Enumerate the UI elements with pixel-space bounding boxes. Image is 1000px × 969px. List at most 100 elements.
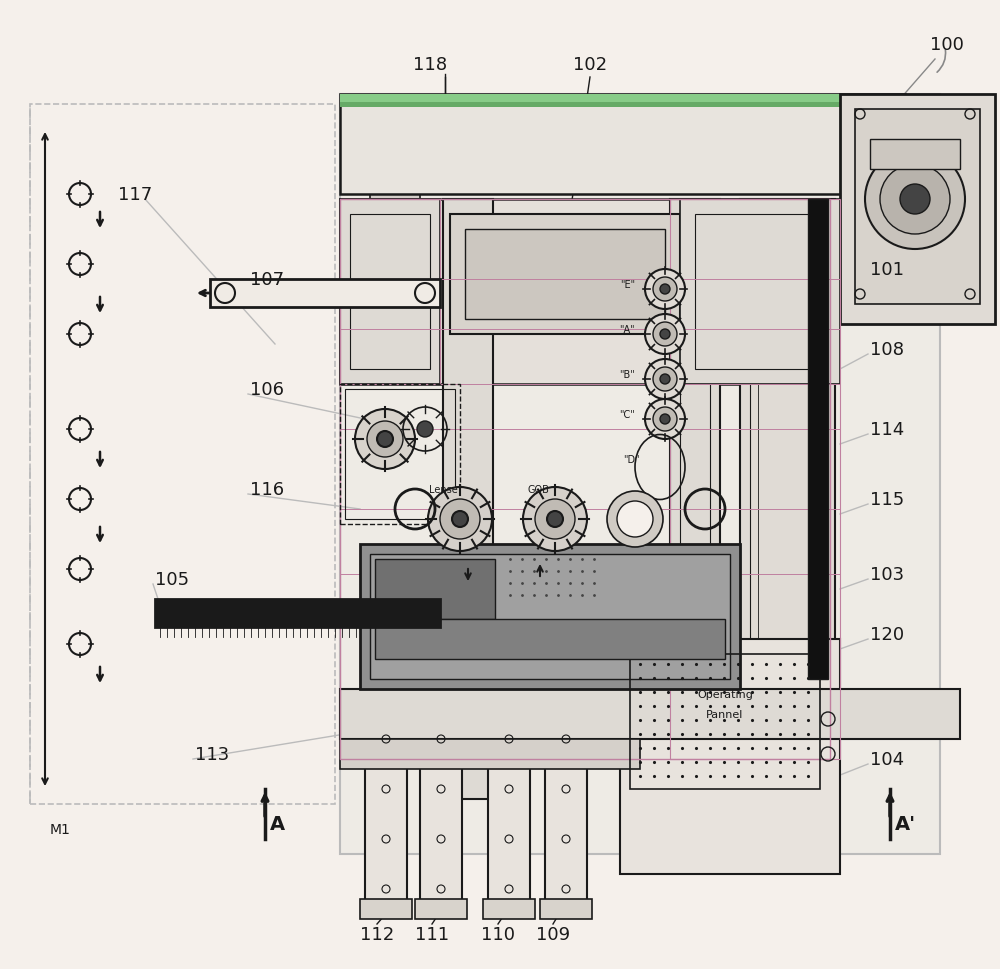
Bar [340,95,905,103]
Bar [680,200,840,385]
Circle shape [653,408,677,431]
Bar [855,109,980,304]
Circle shape [645,269,685,310]
Text: "D": "D" [623,454,640,464]
Bar [370,554,730,679]
Bar [808,200,828,679]
Bar [870,140,960,170]
Bar [450,215,680,334]
Circle shape [617,502,653,538]
Text: 105: 105 [155,571,189,588]
Bar [545,700,587,909]
Bar [340,95,905,195]
Bar [443,200,493,799]
Bar [340,200,440,385]
Text: 102: 102 [573,56,607,74]
Bar [620,640,840,874]
Bar [488,700,530,909]
Text: "C": "C" [619,410,635,420]
Bar [345,390,455,519]
Text: 114: 114 [870,421,904,439]
Bar [155,600,440,627]
Circle shape [523,487,587,551]
Bar [30,105,335,804]
Circle shape [645,315,685,355]
Bar [350,215,430,369]
Text: 111: 111 [415,925,449,943]
Bar [740,200,835,789]
Bar [415,899,467,919]
Bar [750,209,825,779]
Circle shape [417,422,433,438]
Text: 108: 108 [870,341,904,359]
Text: 117: 117 [118,186,152,203]
Text: "E": "E" [620,280,635,290]
Bar [340,95,940,854]
Bar [340,689,960,739]
Text: Pannel: Pannel [706,709,744,719]
Circle shape [440,499,480,540]
Text: 110: 110 [481,925,515,943]
Text: 100: 100 [930,36,964,54]
Bar [340,200,830,760]
Bar [210,280,440,308]
Text: 106: 106 [250,381,284,398]
Circle shape [653,278,677,301]
Circle shape [619,504,651,536]
Circle shape [653,323,677,347]
Bar [630,654,820,789]
Text: Operating: Operating [697,689,753,700]
Circle shape [880,165,950,234]
Circle shape [660,375,670,385]
Text: "B": "B" [619,369,635,380]
Bar [340,739,640,769]
Text: 113: 113 [195,745,229,764]
Bar [340,200,440,385]
Bar [670,200,840,760]
Bar [420,700,462,909]
Bar [340,103,905,108]
Bar [695,215,825,369]
Text: 107: 107 [250,270,284,289]
Bar [670,200,720,760]
Text: 118: 118 [413,56,447,74]
Bar [375,619,725,659]
Text: A: A [270,815,285,833]
Circle shape [547,512,563,527]
Circle shape [865,150,965,250]
Bar [540,899,592,919]
Bar [365,700,407,909]
Text: 116: 116 [250,481,284,498]
Text: 104: 104 [870,750,904,768]
Bar [758,220,818,769]
Bar [340,385,460,524]
Text: 115: 115 [870,490,904,509]
Circle shape [607,491,663,547]
Circle shape [653,367,677,391]
Circle shape [377,431,393,448]
Text: M1: M1 [50,822,71,836]
Bar [375,559,495,619]
Text: 101: 101 [870,261,904,279]
Bar [483,899,535,919]
Text: Lense: Lense [429,484,457,494]
Bar [840,95,995,325]
Circle shape [660,329,670,340]
Text: 103: 103 [870,566,904,583]
Circle shape [660,415,670,424]
Text: 109: 109 [536,925,570,943]
Bar [340,200,830,385]
Circle shape [355,410,415,470]
Bar [465,230,665,320]
Bar [680,209,710,749]
Text: A': A' [895,815,916,833]
Circle shape [645,359,685,399]
Text: "A": "A" [619,325,635,334]
Bar [370,150,420,200]
Text: 112: 112 [360,925,394,943]
Circle shape [367,422,403,457]
Circle shape [645,399,685,440]
Circle shape [428,487,492,551]
Circle shape [452,512,468,527]
Bar [360,545,740,689]
